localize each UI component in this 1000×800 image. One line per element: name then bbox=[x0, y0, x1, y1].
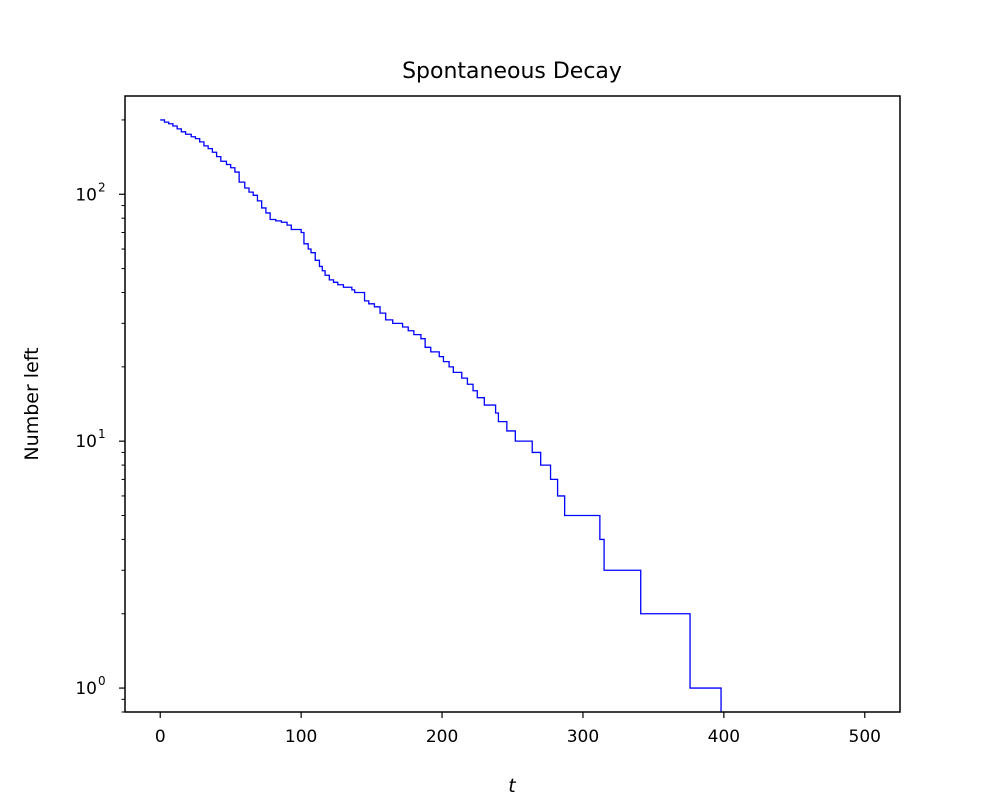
x-axis-label: t bbox=[508, 775, 517, 797]
x-tick-label: 100 bbox=[285, 727, 317, 747]
x-tick-label: 400 bbox=[708, 727, 740, 747]
x-tick-label: 0 bbox=[155, 727, 166, 747]
x-tick-label: 500 bbox=[849, 727, 881, 747]
y-tick-label: 10 bbox=[75, 432, 97, 452]
y-axis-label: Number left bbox=[21, 347, 43, 460]
y-tick-label-exponent: 0 bbox=[98, 674, 106, 688]
plot-frame bbox=[124, 95, 901, 713]
x-tick-label: 300 bbox=[567, 727, 599, 747]
series-line bbox=[160, 119, 722, 712]
y-tick-label: 10 bbox=[75, 185, 97, 205]
chart-title: Spontaneous Decay bbox=[402, 59, 622, 84]
y-tick-label-exponent: 1 bbox=[98, 427, 106, 441]
y-tick-label: 10 bbox=[75, 679, 97, 699]
series-layer bbox=[160, 119, 722, 712]
y-tick-label-exponent: 2 bbox=[98, 180, 106, 194]
x-tick-label: 200 bbox=[426, 727, 458, 747]
